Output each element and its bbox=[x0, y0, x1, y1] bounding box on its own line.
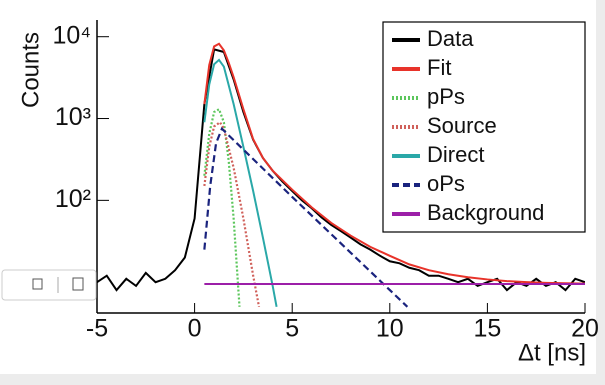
plot-area bbox=[97, 42, 585, 308]
toolbar bbox=[1, 269, 97, 301]
series-line bbox=[203, 42, 585, 285]
copy-icon[interactable] bbox=[32, 278, 43, 290]
legend-label: Background bbox=[427, 200, 544, 225]
legend-label: pPs bbox=[427, 84, 465, 109]
x-tick-label: -5 bbox=[86, 315, 108, 343]
legend-label: Direct bbox=[427, 142, 484, 167]
series-line bbox=[97, 48, 585, 292]
legend-label: Fit bbox=[427, 55, 451, 80]
x-axis-label: Δt [ns] bbox=[518, 339, 586, 366]
x-tick-label: 15 bbox=[473, 315, 501, 343]
edit-icon[interactable] bbox=[72, 277, 84, 291]
x-tick-label: 10 bbox=[376, 315, 404, 343]
legend-label: Source bbox=[427, 113, 497, 138]
legend: Data Fit pPs Source Direct oPs Background bbox=[382, 21, 586, 233]
y-tick-label: 10⁴ bbox=[52, 21, 91, 49]
series-line bbox=[203, 107, 241, 307]
series-line bbox=[203, 126, 409, 308]
y-axis-label: Counts bbox=[17, 32, 44, 108]
legend-label: Data bbox=[427, 26, 474, 51]
toolbar-box bbox=[1, 269, 97, 301]
y-tick-label: 10² bbox=[55, 185, 91, 213]
series-line bbox=[203, 120, 261, 308]
series-line bbox=[203, 58, 278, 307]
x-tick-label: 20 bbox=[571, 315, 599, 343]
x-tick-label: 5 bbox=[285, 315, 299, 343]
legend-label: oPs bbox=[427, 171, 465, 196]
y-tick-label: 10³ bbox=[55, 103, 91, 131]
x-tick-label: 0 bbox=[188, 315, 202, 343]
